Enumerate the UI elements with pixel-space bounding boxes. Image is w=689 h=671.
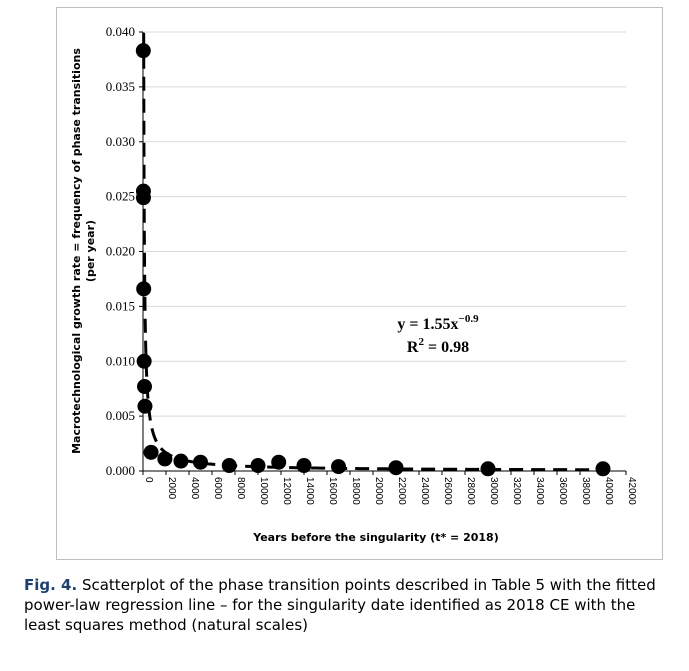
x-tick-label: 0 (143, 477, 154, 483)
x-tick-label: 32000 (511, 477, 522, 505)
data-point (136, 353, 152, 369)
x-tick-labels: 0 2000 4000 6000 8000 10000 12000 14000 16000 180… (142, 471, 637, 505)
x-tick-label: 4000 (189, 477, 200, 500)
x-tick-label: 6000 (212, 477, 223, 500)
x-tick-label: 38000 (580, 477, 591, 505)
x-tick-label: 22000 (396, 477, 407, 505)
r-squared-label: R2 = 0.98 (407, 336, 469, 356)
x-tick-label: 20000 (373, 477, 384, 505)
scatter-chart: 0.000 0.005 0.010 0.015 0.020 0.025 0.030 0.035… (70, 24, 637, 544)
data-point (388, 460, 404, 476)
y-tick-label: 0.005 (106, 408, 135, 423)
data-point (173, 453, 189, 469)
data-point (271, 454, 287, 470)
caption-text: Scatterplot of the phase transition poin… (24, 576, 656, 634)
y-tick-label: 0.035 (106, 79, 135, 94)
chart-frame (56, 7, 663, 560)
x-tick-label: 8000 (235, 477, 246, 500)
trendline-equation: y = 1.55x−0.9 (397, 313, 479, 333)
data-point (595, 461, 611, 477)
y-tick-label: 0.025 (106, 189, 135, 204)
y-axis-title: Macrotechnological growth rate = frequen… (70, 48, 97, 454)
data-point (296, 458, 312, 474)
caption-label: Fig. 4. (24, 576, 78, 594)
data-point (137, 398, 153, 414)
x-tick-label: 40000 (603, 477, 614, 505)
data-point (193, 454, 208, 470)
data-point (135, 190, 151, 206)
y-tick-label: 0.030 (106, 134, 135, 149)
x-tick-label: 42000 (626, 477, 637, 505)
x-tick-label: 18000 (350, 477, 361, 505)
y-tick-label: 0.015 (106, 298, 135, 313)
y-tick-labels: 0.000 0.005 0.010 0.015 0.020 0.025 0.030 0.035… (106, 24, 143, 478)
x-tick-label: 12000 (281, 477, 292, 505)
data-point (136, 281, 152, 297)
x-tick-label: 28000 (465, 477, 476, 505)
x-tick-label: 30000 (488, 477, 499, 505)
figure-caption: Fig. 4. Scatterplot of the phase transit… (24, 575, 669, 635)
x-axis-title: Years before the singularity (t* = 2018) (252, 531, 498, 544)
x-tick-label: 24000 (419, 477, 430, 505)
x-tick-label: 16000 (327, 477, 338, 505)
data-point (480, 461, 496, 477)
y-tick-label: 0.000 (106, 463, 135, 478)
data-point (331, 459, 346, 475)
data-points (135, 43, 611, 477)
data-point (250, 458, 266, 474)
x-tick-label: 10000 (258, 477, 269, 505)
data-point (135, 43, 151, 59)
gridlines (143, 31, 626, 417)
data-point (157, 451, 173, 467)
y-tick-label: 0.020 (106, 244, 135, 259)
x-tick-label: 36000 (557, 477, 568, 505)
data-point (136, 378, 152, 394)
x-tick-label: 2000 (166, 477, 177, 500)
x-tick-label: 26000 (442, 477, 453, 505)
data-point (221, 458, 237, 474)
y-tick-label: 0.040 (106, 24, 135, 39)
y-tick-label: 0.010 (106, 353, 135, 368)
data-point (143, 444, 159, 460)
x-tick-label: 14000 (304, 477, 315, 505)
x-tick-label: 34000 (534, 477, 545, 505)
